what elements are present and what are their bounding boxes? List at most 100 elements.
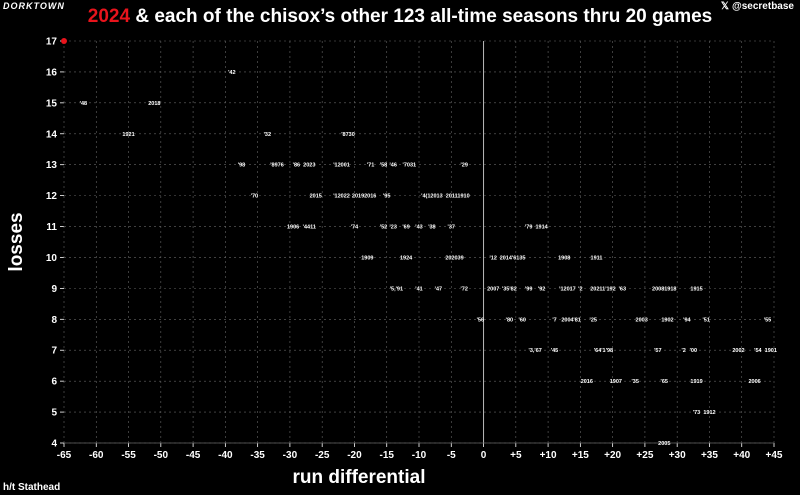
season-point-label: 1906 — [287, 225, 299, 231]
season-point-label: 20111910 — [446, 194, 470, 200]
social-handle: 𝕏 @secretbase — [721, 1, 794, 12]
season-point-label: '56 — [477, 317, 484, 323]
season-point-label: '45 — [551, 348, 558, 354]
season-point-label: '79 — [525, 225, 532, 231]
y-tick-label: 16 — [46, 67, 58, 78]
season-point-label: '8976 — [270, 163, 284, 169]
season-point-label: '86 — [293, 163, 300, 169]
season-point-label: '80 — [506, 317, 513, 323]
x-tick-label: -65 — [57, 450, 72, 461]
season-point-label: '4411 — [303, 225, 316, 231]
season-point-label: '23 — [389, 225, 396, 231]
season-point-label: 20192016 — [352, 194, 376, 200]
season-point-label: 20081918 — [652, 286, 676, 292]
season-point-label: '00 — [690, 348, 697, 354]
x-tick-label: +5 — [510, 450, 522, 461]
y-tick-label: 5 — [51, 408, 57, 419]
season-point-label: '42 — [228, 70, 235, 76]
season-point-label: 1919 — [690, 379, 702, 385]
season-point-label: 1911 — [591, 255, 603, 261]
x-tick-label: +25 — [636, 450, 653, 461]
season-point-label: '69 — [402, 225, 409, 231]
x-tick-label: 0 — [481, 450, 487, 461]
season-point-label: '81 — [573, 317, 580, 323]
season-point-label: 2023 — [303, 163, 315, 169]
brand-logo-text: DORKTOWN — [3, 1, 65, 11]
season-point-label: '60 — [519, 317, 526, 323]
season-point-label: '47 — [435, 286, 442, 292]
season-point-label: 1921 — [122, 132, 134, 138]
season-point-label: 2002 — [732, 348, 744, 354]
y-tick-label: 14 — [46, 129, 58, 140]
season-point-label: 2014'6135 — [500, 255, 526, 261]
x-tick-label: +30 — [669, 450, 686, 461]
season-point-label: '35 — [632, 379, 639, 385]
season-point-label: '2 — [578, 286, 582, 292]
season-point-label: 1915 — [690, 286, 702, 292]
season-point-label: '71 — [367, 163, 374, 169]
season-point-label: '63 — [619, 286, 626, 292]
highlight-point-2024 — [61, 38, 67, 44]
y-tick-label: 12 — [46, 191, 58, 202]
season-point-label: 1908 — [558, 255, 570, 261]
season-point-label: '74 — [351, 225, 359, 231]
season-point-label: '65 — [661, 379, 668, 385]
season-point-label: '54 — [754, 348, 762, 354]
y-tick-label: 8 — [51, 315, 57, 326]
season-point-label: '98 — [606, 348, 613, 354]
season-point-label: 202039 — [445, 255, 463, 261]
x-tick-label: -45 — [186, 450, 201, 461]
season-point-label: 2018 — [148, 101, 160, 107]
y-tick-label: 15 — [46, 98, 58, 109]
season-point-label: 2015 — [310, 194, 322, 200]
season-point-label: 1924 — [400, 255, 413, 261]
x-tick-label: -55 — [121, 450, 136, 461]
season-point-label: '2 — [681, 348, 685, 354]
season-point-label: '8730 — [341, 132, 355, 138]
season-point-label: '12017 — [559, 286, 576, 292]
y-tick-label: 9 — [51, 284, 57, 295]
season-point-label: '4(12013 — [421, 194, 443, 200]
season-point-label: '32 — [264, 132, 271, 138]
season-point-label: '58 — [380, 163, 387, 169]
season-point-label: 1907 — [610, 379, 622, 385]
y-tick-label: 17 — [46, 37, 58, 48]
season-point-label: '12001 — [333, 163, 350, 169]
season-point-label: 2003 — [636, 317, 648, 323]
social-handle-text: @secretbase — [731, 1, 794, 12]
season-point-label: '41 — [415, 286, 422, 292]
source-credit: h/t Stathead — [3, 482, 61, 493]
y-tick-label: 10 — [46, 253, 58, 264]
season-point-label: '25 — [590, 317, 597, 323]
season-point-label: '57 — [654, 348, 661, 354]
x-tick-label: +45 — [766, 450, 783, 461]
season-point-label: '12022 — [333, 194, 350, 200]
y-tick-label: 11 — [46, 222, 57, 233]
season-point-label: 2006 — [749, 379, 761, 385]
season-point-label: '92 — [538, 286, 545, 292]
season-point-label: '43 — [415, 225, 422, 231]
season-point-label: '29 — [460, 163, 467, 169]
chart-title-text: & each of the chisox’s other 123 all-tim… — [130, 6, 713, 27]
season-point-label: 1901 — [765, 348, 777, 354]
x-tick-label: -30 — [283, 450, 298, 461]
season-point-label: '94 — [683, 317, 691, 323]
chart-title-highlight: 2024 — [87, 6, 131, 27]
x-tick-label: +35 — [701, 450, 718, 461]
x-tick-label: +20 — [604, 450, 621, 461]
x-tick-label: -50 — [154, 450, 169, 461]
x-tick-label: -35 — [250, 450, 265, 461]
season-point-label: 2007 — [487, 286, 499, 292]
season-point-label: '5,'91 — [390, 286, 403, 292]
season-point-label: '12 — [490, 255, 497, 261]
season-point-label: 1912 — [703, 410, 715, 416]
x-axis-label: run differential — [292, 467, 425, 488]
x-tick-label: -10 — [412, 450, 427, 461]
season-point-label: 1909 — [361, 255, 373, 261]
season-point-label: '73 — [693, 410, 700, 416]
x-tick-label: +10 — [540, 450, 557, 461]
season-point-label: '38 — [428, 225, 435, 231]
season-point-label: '46 — [389, 163, 396, 169]
season-point-label: '7031 — [403, 163, 417, 169]
